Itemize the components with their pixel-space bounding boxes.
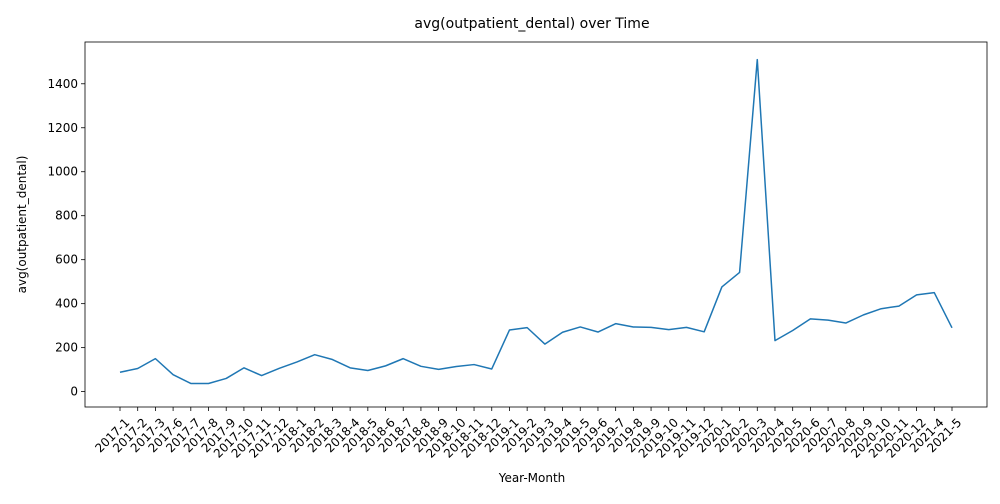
y-tick-label: 0 <box>70 385 78 399</box>
y-tick-label: 1000 <box>47 165 78 179</box>
y-tick-label: 1200 <box>47 121 78 135</box>
chart-title: avg(outpatient_dental) over Time <box>414 16 649 32</box>
x-axis-ticks: 2017-12017-22017-32017-62017-72017-82017… <box>92 407 964 461</box>
y-tick-label: 600 <box>55 253 78 267</box>
series-lines <box>119 58 953 385</box>
axes <box>84 41 988 408</box>
y-axis-ticks: 0 200 400 600 800 1000 1200 1400 <box>47 77 85 399</box>
y-axis-label: avg(outpatient_dental) <box>15 156 29 294</box>
y-tick-label: 200 <box>55 341 78 355</box>
y-tick-label: 400 <box>55 297 78 311</box>
plot-frame <box>84 41 988 408</box>
y-tick-label: 1400 <box>47 77 78 91</box>
series-line-0 <box>119 58 953 385</box>
x-axis-label: Year-Month <box>498 471 566 485</box>
y-tick-label: 800 <box>55 209 78 223</box>
